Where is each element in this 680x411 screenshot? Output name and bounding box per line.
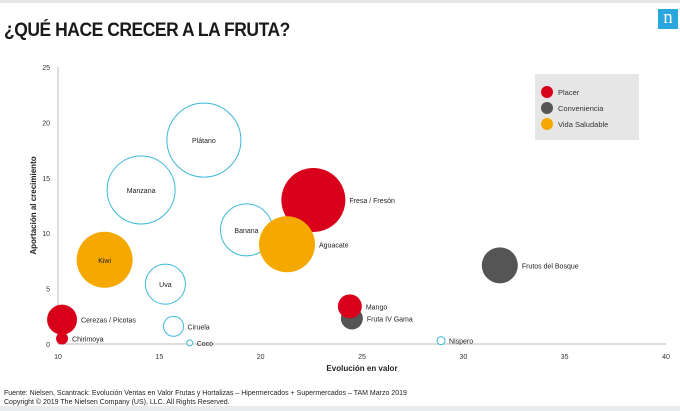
legend-marker bbox=[541, 102, 553, 114]
bubble-label: Chirimoya bbox=[72, 336, 104, 343]
bubble-label: Banana bbox=[234, 228, 258, 235]
bubble-label: Fresa / Fresón bbox=[349, 198, 395, 205]
bubble bbox=[186, 339, 194, 347]
y-axis-label: Aportación al crecimiento bbox=[29, 156, 38, 254]
y-tick-label: 0 bbox=[46, 342, 50, 349]
top-bar bbox=[0, 0, 680, 3]
bubble-label: Plátano bbox=[192, 138, 216, 145]
bubble-label: Ciruela bbox=[188, 324, 210, 331]
bubble bbox=[144, 263, 186, 305]
x-tick-label: 40 bbox=[662, 354, 670, 361]
legend-marker bbox=[541, 118, 553, 130]
bubble bbox=[163, 315, 185, 337]
legend-label: Placer bbox=[558, 88, 580, 97]
x-tick-label: 30 bbox=[459, 354, 467, 361]
footer: Fuente: Nielsen, Scantrack: Evolución Ve… bbox=[4, 389, 407, 407]
bubble-label: Mango bbox=[366, 304, 388, 311]
bubble bbox=[481, 247, 518, 284]
x-axis-label: Evolución en valor bbox=[326, 364, 397, 373]
legend-marker bbox=[541, 86, 553, 98]
x-tick-label: 25 bbox=[358, 354, 366, 361]
page-title: ¿QUÉ HACE CRECER A LA FRUTA? bbox=[4, 20, 290, 41]
copyright: Copyright © 2019 The Nielsen Company (US… bbox=[4, 399, 230, 406]
bubble bbox=[281, 167, 346, 232]
y-tick-label: 5 bbox=[46, 287, 50, 294]
y-tick-label: 25 bbox=[42, 65, 50, 72]
bubble-label: Fruta IV Gama bbox=[367, 317, 413, 324]
bubble-label: Nispero bbox=[449, 339, 473, 346]
y-tick-label: 15 bbox=[42, 176, 50, 183]
bubble-label: Frutos del Bosque bbox=[522, 263, 579, 270]
bubble bbox=[106, 155, 176, 225]
bubble-label: Aguacate bbox=[319, 242, 349, 249]
bubble-label: Uva bbox=[159, 282, 172, 289]
nielsen-logo: n bbox=[658, 8, 678, 29]
bubble-label: Coco bbox=[197, 341, 213, 348]
y-tick-label: 20 bbox=[42, 120, 50, 127]
x-tick-label: 35 bbox=[561, 354, 569, 361]
x-tick-label: 10 bbox=[54, 354, 62, 361]
bubble bbox=[259, 216, 316, 273]
bottom-bar bbox=[0, 406, 680, 411]
bubble-label: Kiwi bbox=[98, 258, 111, 265]
x-tick-label: 20 bbox=[257, 354, 265, 361]
bubble bbox=[76, 231, 133, 288]
bubble bbox=[436, 336, 446, 346]
legend-label: Conveniencia bbox=[558, 104, 604, 113]
bubble-label: Manzana bbox=[127, 188, 156, 195]
bubble bbox=[56, 332, 69, 345]
x-tick-label: 15 bbox=[155, 354, 163, 361]
y-tick-label: 10 bbox=[42, 231, 50, 238]
source-note: Fuente: Nielsen, Scantrack: Evolución Ve… bbox=[4, 390, 407, 397]
bubble-label: Cerezas / Picotas bbox=[81, 318, 136, 325]
legend-label: Vida Saludable bbox=[558, 120, 608, 129]
bubble bbox=[47, 304, 78, 335]
bubble bbox=[337, 294, 362, 319]
bubble bbox=[166, 102, 242, 178]
